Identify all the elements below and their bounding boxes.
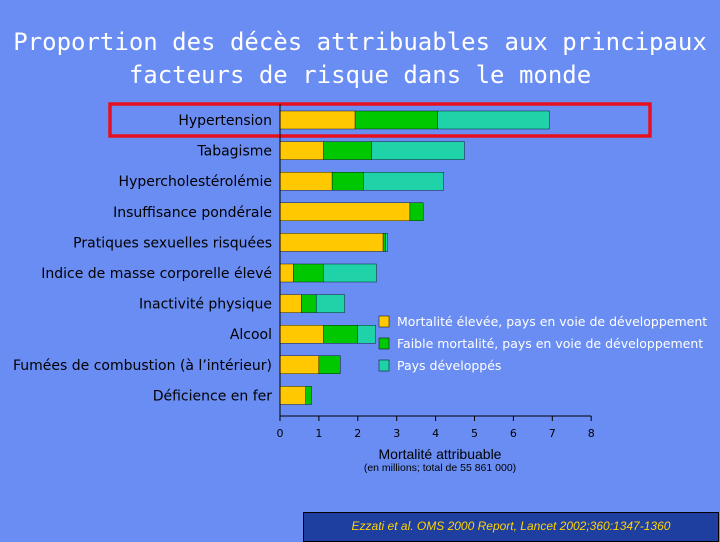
- bar-segment: [363, 171, 444, 191]
- bar-segment: [357, 325, 376, 344]
- citation-text: Ezzati et al. OMS 2000 Report, Lancet 20…: [351, 519, 671, 533]
- bars-layer: [108, 102, 652, 405]
- chart-title: Proportion des décès attribuables aux pr…: [0, 26, 720, 92]
- category-label: Hypercholestérolémie: [119, 174, 272, 190]
- bar-segment: [279, 325, 324, 344]
- bar-segment: [354, 110, 438, 130]
- x-tick-label: 7: [549, 427, 556, 440]
- bar-segment: [279, 386, 306, 405]
- bar-segment: [315, 294, 345, 313]
- bar-segment: [279, 171, 333, 191]
- category-label: Insuffisance pondérale: [113, 205, 272, 221]
- bar-segment: [279, 202, 411, 222]
- title-line-2: facteurs de risque dans le monde: [128, 61, 592, 89]
- x-tick-label: 3: [393, 427, 400, 440]
- citation-box: Ezzati et al. OMS 2000 Report, Lancet 20…: [303, 512, 719, 542]
- bar-segment: [437, 110, 550, 130]
- bar-segment: [322, 263, 377, 283]
- x-tick-label: 1: [315, 427, 322, 440]
- category-labels: Hypertension Tabagisme Hypercholestérolémi…: [13, 113, 272, 404]
- bar-segment: [318, 355, 341, 374]
- bar-segment: [385, 233, 388, 252]
- x-tick-label: 8: [588, 427, 595, 440]
- category-label: Inactivité physique: [139, 297, 272, 313]
- bar-segment: [279, 294, 302, 313]
- category-label: Indice de masse corporelle élevé: [41, 266, 272, 282]
- legend-label: Faible mortalité, pays en voie de dévelo…: [397, 336, 703, 351]
- category-label: Tabagisme: [196, 144, 272, 160]
- bar-segment: [279, 141, 324, 160]
- x-tick-label: 4: [432, 427, 439, 440]
- category-label: Hypertension: [178, 113, 272, 129]
- bar-segment: [409, 202, 424, 222]
- category-label: Fumées de combustion (à l’intérieur): [13, 358, 272, 374]
- x-axis-sublabel: (en millions; total de 55 861 000): [364, 462, 516, 474]
- legend: Mortalité élevée, pays en voie de dévelo…: [378, 314, 707, 373]
- bar-segment: [279, 110, 356, 130]
- bar-segment: [279, 263, 294, 283]
- x-axis-label: Mortalité attribuable: [379, 446, 502, 462]
- legend-label: Pays développés: [397, 358, 501, 373]
- legend-swatch: [378, 315, 390, 328]
- category-label: Pratiques sexuelles risquées: [73, 235, 272, 251]
- x-axis: 0 1 2 3 4 5 6 7 8: [277, 104, 595, 440]
- bar-segment: [323, 141, 373, 160]
- bar-segment: [305, 386, 312, 405]
- bar-segment: [301, 294, 317, 313]
- legend-swatch: [378, 359, 390, 372]
- legend-label: Mortalité élevée, pays en voie de dévelo…: [397, 314, 707, 329]
- category-label: Alcool: [230, 327, 272, 343]
- category-label: Déficience en fer: [153, 388, 273, 404]
- x-tick-label: 5: [471, 427, 478, 440]
- bar-segment: [279, 233, 384, 252]
- bar-segment: [323, 325, 358, 344]
- bar-segment: [331, 171, 364, 191]
- highlight-box: [108, 102, 652, 138]
- bar-segment: [293, 263, 324, 283]
- x-tick-label: 2: [354, 427, 361, 440]
- bar-segment: [371, 141, 465, 160]
- title-line-1: Proportion des décès attribuables aux pr…: [13, 28, 707, 56]
- x-tick-label: 0: [277, 427, 284, 440]
- x-tick-label: 6: [510, 427, 517, 440]
- bar-segment: [382, 233, 386, 252]
- bar-segment: [279, 355, 320, 374]
- legend-swatch: [378, 337, 390, 350]
